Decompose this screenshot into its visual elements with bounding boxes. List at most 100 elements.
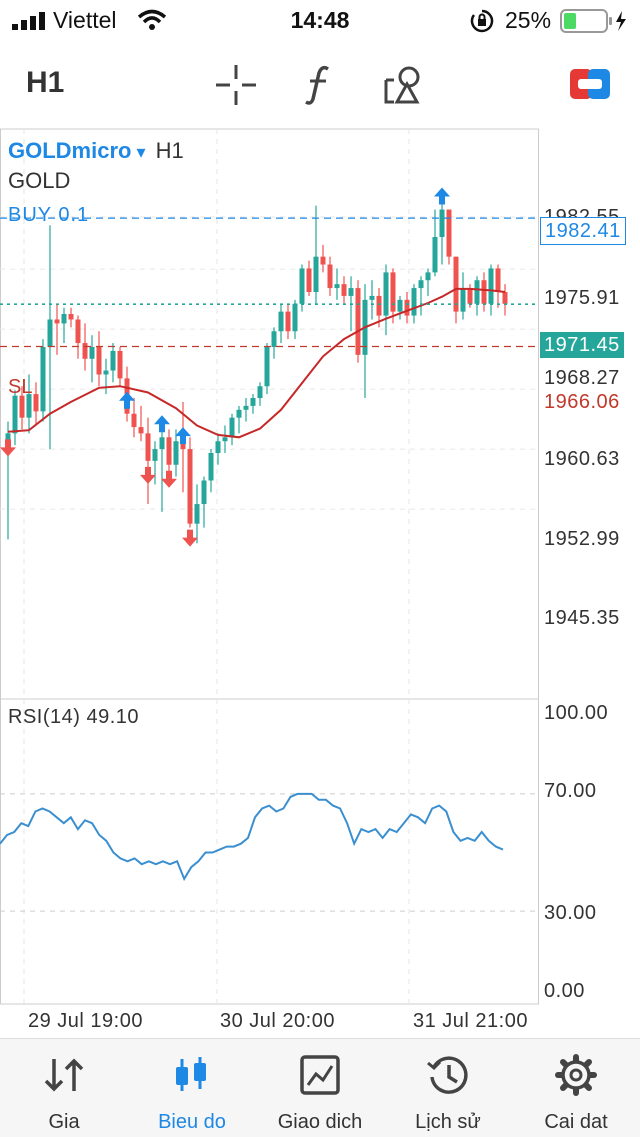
candle-body [117, 350, 123, 379]
buy-price-tag: 1982.41 [540, 217, 626, 245]
price-tick: 1945.35 [544, 607, 620, 629]
candle-body [432, 237, 438, 273]
bottom-navigation: Gia Bieu do Giao dich [0, 1038, 640, 1137]
candlestick-chart-icon [176, 1057, 206, 1091]
candle-body [299, 268, 305, 304]
timeframe-button[interactable]: H1 [26, 66, 65, 99]
candle-body [334, 284, 340, 289]
price-tick: 1968.27 [544, 367, 620, 389]
candle-body [327, 264, 333, 289]
rsi-tick: 100.00 [544, 702, 609, 724]
rsi-tick: 70.00 [544, 780, 597, 802]
quotes-arrows-icon [44, 1058, 84, 1092]
symbol-dropdown-icon: ▾ [136, 142, 146, 162]
rsi-tick: 30.00 [544, 902, 597, 924]
sell-arrow-marker [140, 466, 156, 484]
symbol-description: GOLD [8, 168, 71, 193]
stop-loss-label[interactable]: SL [8, 376, 33, 398]
candle-body [397, 299, 403, 312]
buy-arrow-marker [434, 187, 450, 205]
candle-body [306, 268, 312, 292]
rsi-tick: 0.00 [544, 980, 585, 1002]
nav-quotes-label: Gia [48, 1111, 80, 1133]
buy-order-label[interactable]: BUY 0.1 [8, 204, 90, 226]
candle-body [47, 319, 53, 347]
trade-chart-icon [300, 1055, 340, 1095]
candle-body [201, 480, 207, 505]
time-axis-label: 31 Jul 21:00 [413, 1010, 528, 1032]
candle-body [75, 319, 81, 344]
signal-bars-icon [12, 12, 45, 30]
candle-body [313, 256, 319, 292]
rsi-line [0, 792, 504, 882]
objects-icon [384, 66, 420, 104]
candle-body [131, 413, 137, 428]
moving-average-line [7, 287, 506, 439]
crosshair-icon [216, 65, 256, 105]
candle-body [68, 313, 74, 320]
candle-body [89, 346, 95, 359]
candle-body [446, 209, 452, 257]
candle-body [257, 386, 263, 399]
candle-body [278, 311, 284, 332]
symbol-name: GOLDmicro [8, 138, 132, 163]
candle-body [82, 343, 88, 359]
chart-toolbar: H1 [0, 50, 640, 120]
nav-settings[interactable]: Cai dat [512, 1039, 640, 1137]
candle-body [481, 280, 487, 304]
candle-body [460, 288, 466, 312]
buy-arrow-marker [119, 391, 135, 409]
price-tick: 1960.63 [544, 448, 620, 470]
candle-body [138, 427, 144, 434]
candle-body [404, 299, 410, 316]
candle-body [243, 405, 249, 410]
candle-body [271, 331, 277, 347]
battery-percent: 25% [505, 7, 552, 33]
nav-chart-label: Bieu do [158, 1111, 226, 1133]
nav-quotes[interactable]: Gia [0, 1039, 128, 1137]
time-axis-label: 29 Jul 19:00 [28, 1010, 143, 1032]
nav-chart[interactable]: Bieu do [128, 1039, 256, 1137]
price-tick: 1975.91 [544, 287, 620, 309]
price-chart[interactable] [0, 128, 640, 1038]
candle-body [502, 292, 508, 304]
candle-body [61, 313, 67, 324]
status-bar: Viettel 14:48 25% [0, 0, 640, 40]
nav-trade[interactable]: Giao dich [256, 1039, 384, 1137]
trade-toggle-icon [570, 69, 610, 99]
nav-history[interactable]: Lịch sử [384, 1039, 512, 1137]
candle-body [264, 346, 270, 387]
candle-body [474, 280, 480, 304]
candle-body [292, 303, 298, 332]
settings-gear-icon [555, 1054, 597, 1096]
symbol-timeframe: H1 [155, 138, 184, 163]
candle-body [453, 256, 459, 312]
history-clock-icon [427, 1056, 468, 1094]
sl-price-tag: 1966.06 [540, 389, 624, 415]
wifi-icon [137, 9, 167, 30]
sell-arrow-marker [161, 470, 177, 488]
symbol-selector[interactable]: GOLDmicro ▾ H1 [8, 138, 184, 164]
bid-price-tag: 1971.45 [540, 332, 624, 358]
candle-body [40, 346, 46, 412]
candle-body [187, 449, 193, 524]
nav-settings-label: Cai dat [544, 1111, 608, 1133]
candle-body [166, 437, 172, 465]
candle-body [96, 346, 102, 375]
candle-body [250, 398, 256, 406]
candle-body [152, 449, 158, 461]
indicators-button[interactable] [295, 60, 345, 110]
indicator-f-icon [305, 65, 329, 105]
candle-body [19, 395, 25, 418]
candle-body [467, 288, 473, 304]
candle-body [488, 268, 494, 304]
objects-button[interactable] [380, 60, 430, 110]
trade-toggle-button[interactable] [565, 60, 615, 110]
candle-body [439, 209, 445, 238]
time-axis-label: 30 Jul 20:00 [220, 1010, 335, 1032]
nav-history-label: Lịch sử [415, 1111, 481, 1133]
candle-body [229, 417, 235, 438]
candle-body [54, 319, 60, 324]
crosshair-button[interactable] [211, 60, 261, 110]
carrier-name: Viettel [53, 7, 117, 33]
